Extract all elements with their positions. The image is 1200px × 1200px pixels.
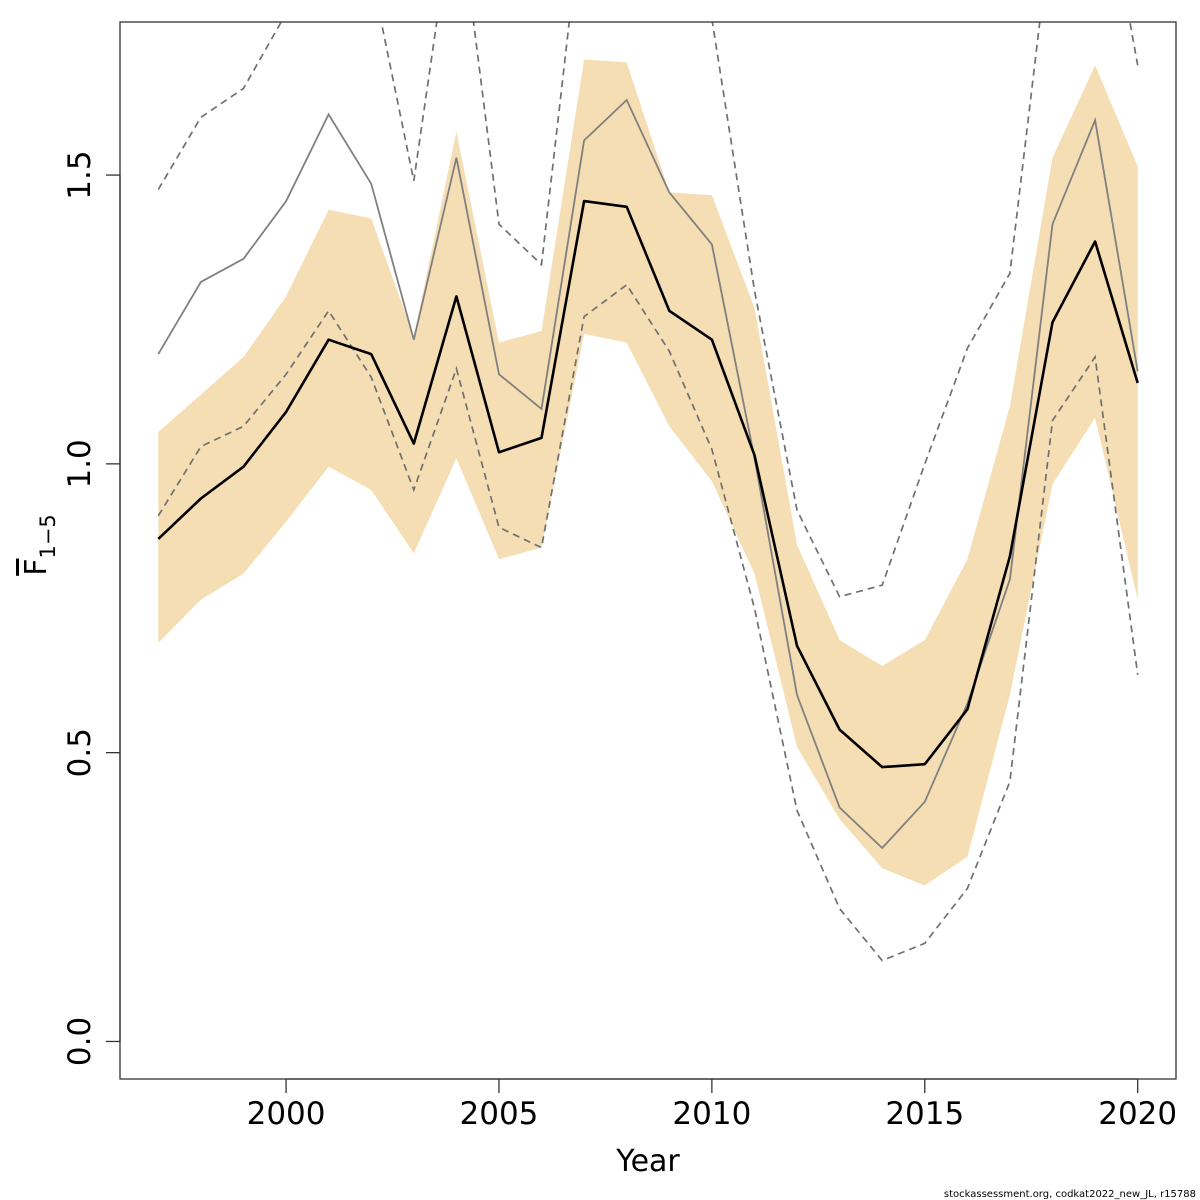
x-tick-label: 2000 <box>247 1096 326 1132</box>
y-axis-title: F1−5 <box>19 514 60 576</box>
x-tick-label: 2010 <box>672 1096 751 1132</box>
estimate-line <box>157 199 1139 769</box>
y-axis: 0.0 0.5 1.0 1.5 <box>62 150 121 1066</box>
comparison-upper-ci-line <box>157 22 1139 598</box>
y-tick-label: 1.5 <box>62 150 98 199</box>
y-axis-title-subscript: 1−5 <box>36 514 60 558</box>
x-tick-label: 2020 <box>1098 1096 1177 1132</box>
y-tick-label: 1.0 <box>62 439 98 488</box>
confidence-band <box>158 59 1138 886</box>
y-axis-title-base: F <box>19 559 54 576</box>
x-axis: 2000 2005 2010 2015 2020 <box>247 1078 1177 1132</box>
y-tick-label: 0.0 <box>62 1017 98 1066</box>
x-tick-label: 2015 <box>885 1096 964 1132</box>
footer-credit: stockassessment.org, codkat2022_new_JL, … <box>944 1189 1196 1200</box>
svg-text:F1−5: F1−5 <box>19 514 60 576</box>
y-tick-label: 0.5 <box>62 728 98 777</box>
plot-area <box>157 22 1139 962</box>
x-tick-label: 2005 <box>460 1096 539 1132</box>
x-axis-title: Year <box>615 1144 680 1179</box>
